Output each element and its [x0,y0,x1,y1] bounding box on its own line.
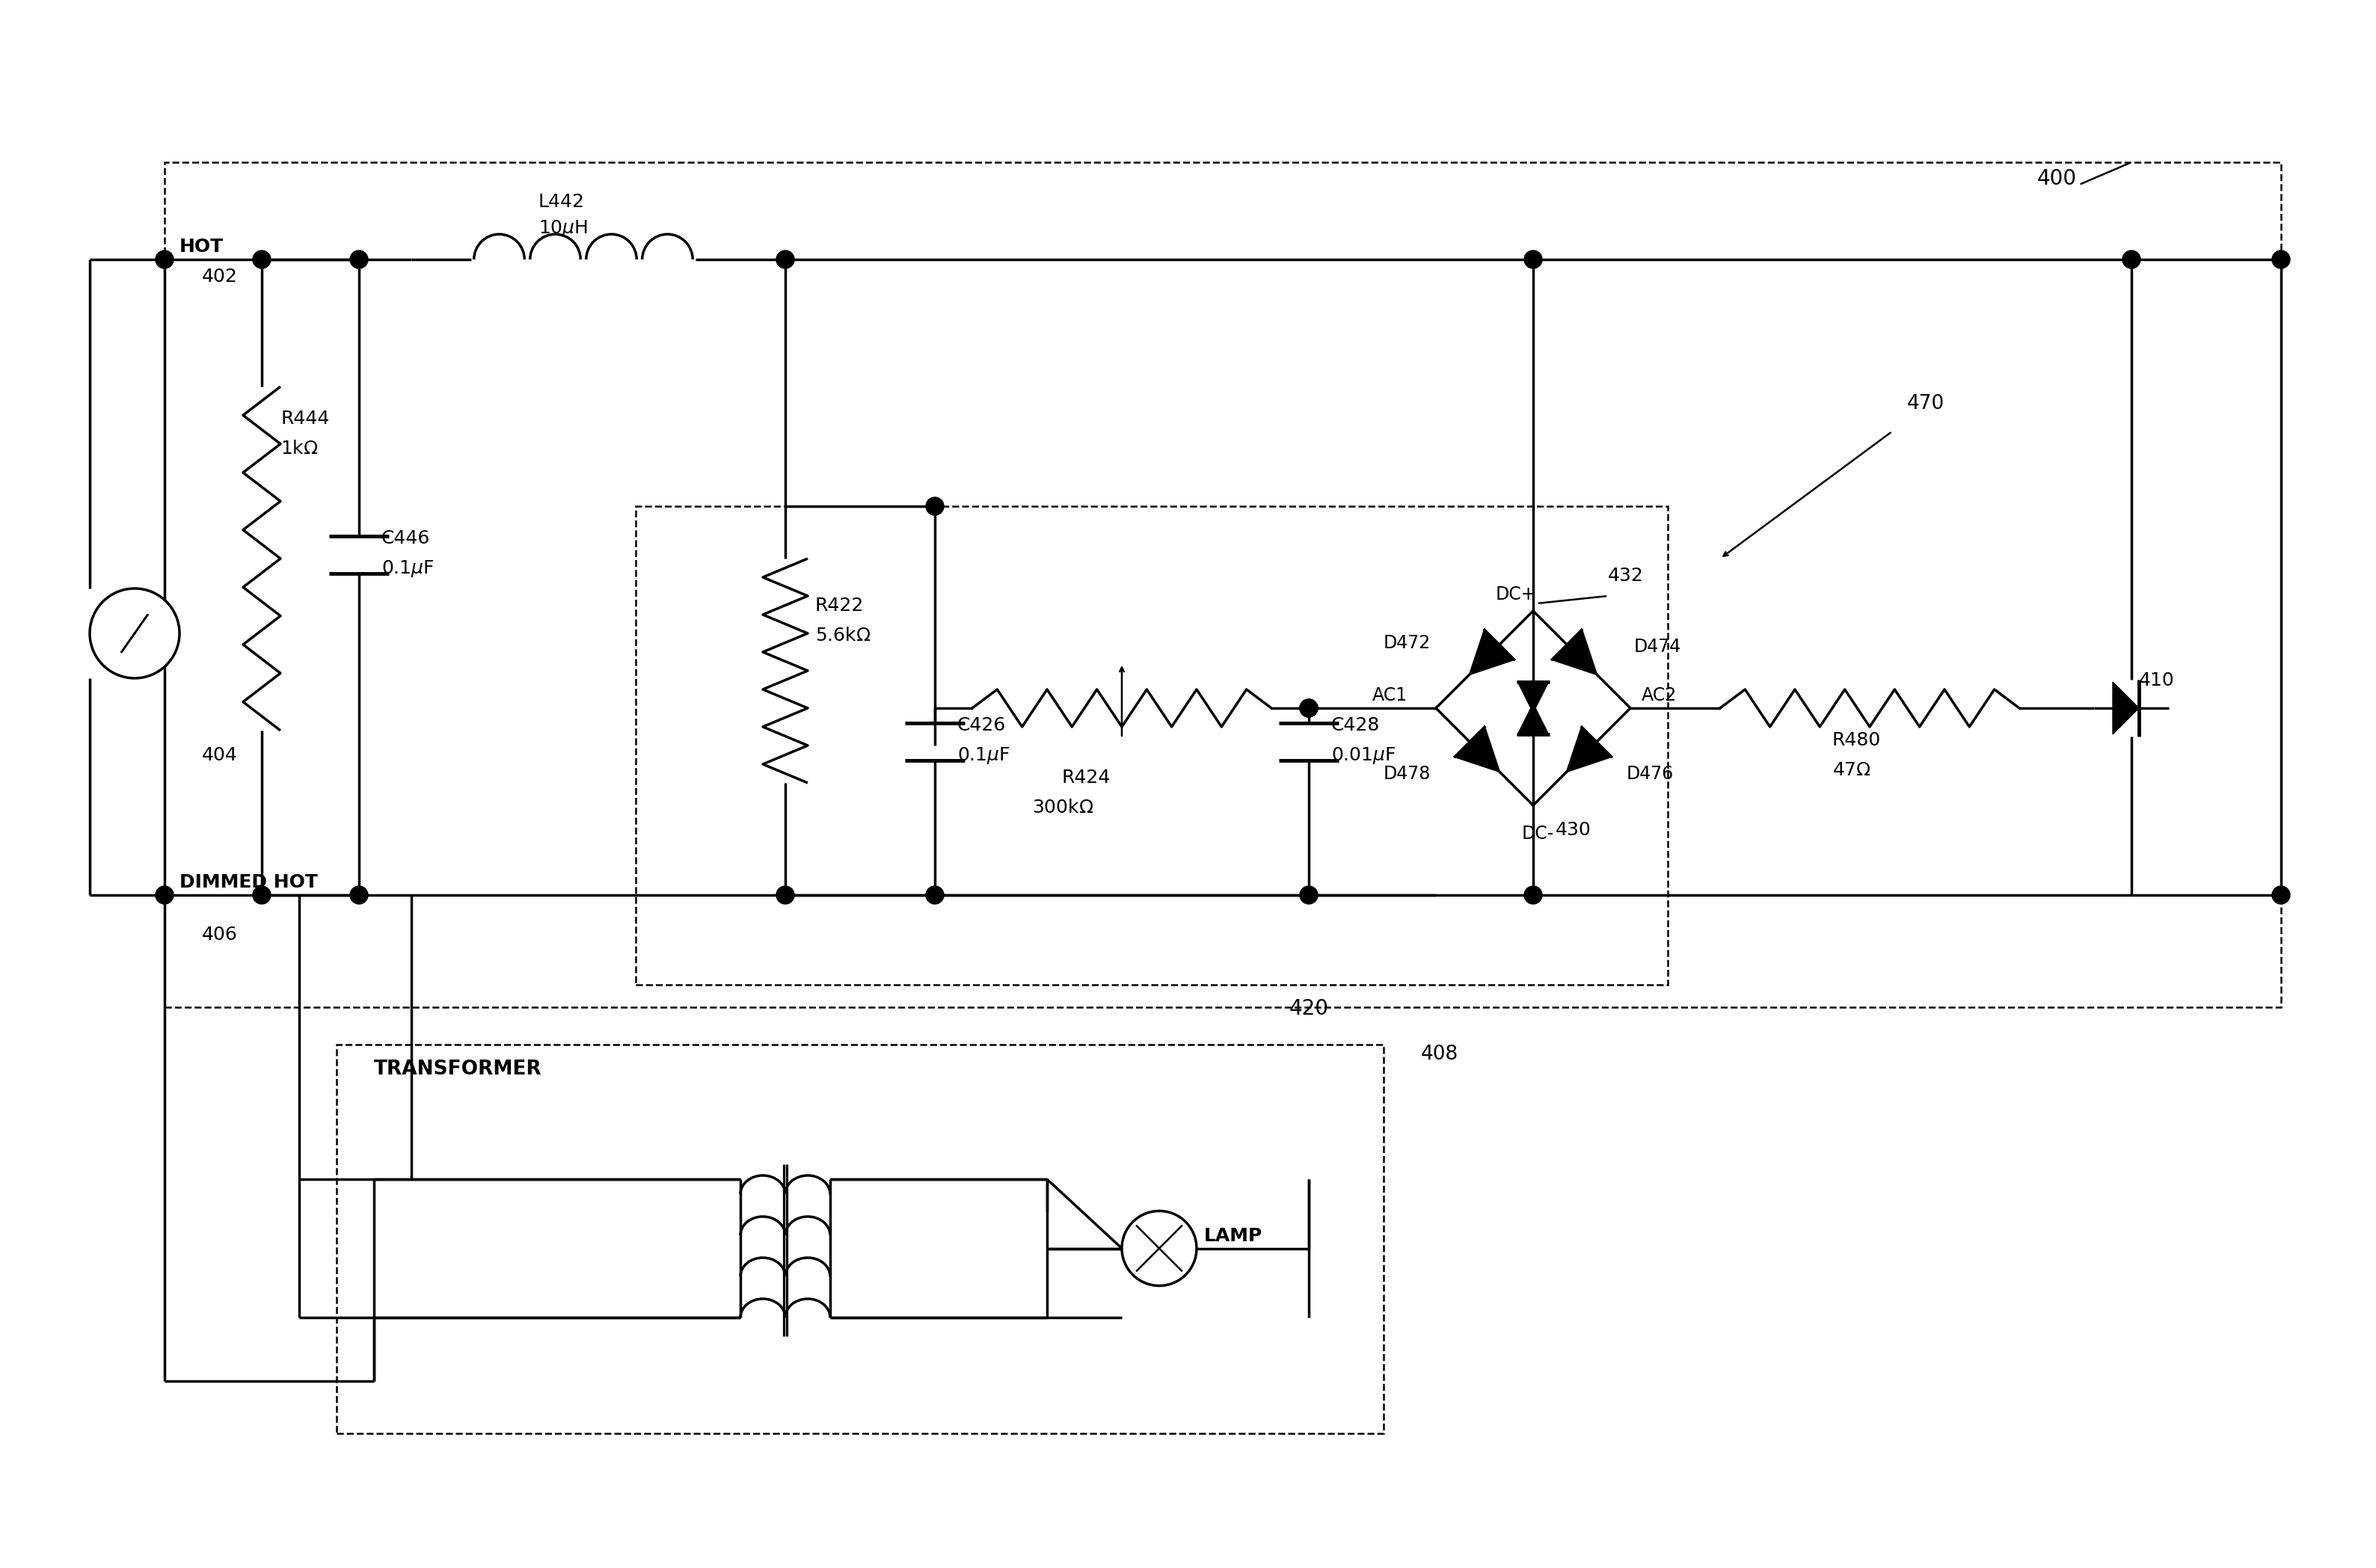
Text: 300k$\Omega$: 300k$\Omega$ [1031,798,1093,817]
Polygon shape [1552,630,1597,674]
Polygon shape [1566,728,1611,771]
Text: R422: R422 [815,597,865,615]
Bar [637,506,1668,985]
Text: AC2: AC2 [1642,687,1677,704]
Circle shape [1121,1210,1198,1286]
Text: D472: D472 [1383,633,1430,652]
Text: 10$\mu$H: 10$\mu$H [539,218,587,238]
Circle shape [2122,251,2141,268]
Text: D478: D478 [1383,765,1430,782]
Text: 470: 470 [1908,394,1944,414]
Text: 0.1$\mu$F: 0.1$\mu$F [958,745,1010,765]
Circle shape [1300,886,1319,905]
Text: 410: 410 [2138,671,2174,690]
Text: 420: 420 [1288,999,1328,1019]
Text: D476: D476 [1628,765,1675,782]
Circle shape [1523,251,1542,268]
Bar [164,162,2281,1007]
Polygon shape [1518,704,1549,734]
Text: 0.01$\mu$F: 0.01$\mu$F [1331,745,1397,765]
Text: 402: 402 [202,268,238,285]
Text: TRANSFORMER: TRANSFORMER [373,1060,542,1079]
Circle shape [1300,699,1319,717]
Text: L442: L442 [539,193,584,210]
Text: 0.1$\mu$F: 0.1$\mu$F [383,558,435,579]
Text: DC+: DC+ [1497,585,1537,604]
Text: C446: C446 [383,530,430,547]
Text: R424: R424 [1062,768,1112,787]
Polygon shape [1471,630,1514,674]
Text: HOT: HOT [181,238,223,256]
Text: 408: 408 [1421,1044,1459,1065]
Circle shape [252,251,271,268]
Circle shape [1300,699,1319,717]
Circle shape [777,251,794,268]
Text: 432: 432 [1609,566,1644,585]
Text: 1k$\Omega$: 1k$\Omega$ [280,439,318,458]
Text: DIMMED HOT: DIMMED HOT [181,873,318,891]
Text: LAMP: LAMP [1205,1226,1262,1245]
Text: 404: 404 [202,746,238,764]
Circle shape [2271,886,2290,905]
Text: DC-: DC- [1523,825,1554,842]
Text: C428: C428 [1331,717,1380,734]
Circle shape [927,886,943,905]
Text: 430: 430 [1556,822,1592,839]
Polygon shape [1454,728,1499,771]
Text: R480: R480 [1832,731,1882,750]
Circle shape [927,497,943,516]
Text: AC1: AC1 [1373,687,1407,704]
Circle shape [154,251,173,268]
Circle shape [1523,886,1542,905]
Circle shape [349,886,368,905]
Text: 47$\Omega$: 47$\Omega$ [1832,760,1872,779]
Circle shape [349,251,368,268]
Text: D474: D474 [1635,638,1682,655]
Polygon shape [1518,682,1549,712]
Circle shape [777,886,794,905]
Polygon shape [2112,682,2138,734]
Bar [337,1044,1383,1433]
Text: 406: 406 [202,925,238,944]
Circle shape [252,886,271,905]
Circle shape [90,588,181,679]
Text: 5.6k$\Omega$: 5.6k$\Omega$ [815,627,872,644]
Circle shape [154,886,173,905]
Text: 400: 400 [2036,168,2077,190]
Circle shape [2271,251,2290,268]
Text: C426: C426 [958,717,1005,734]
Text: R444: R444 [280,409,330,428]
